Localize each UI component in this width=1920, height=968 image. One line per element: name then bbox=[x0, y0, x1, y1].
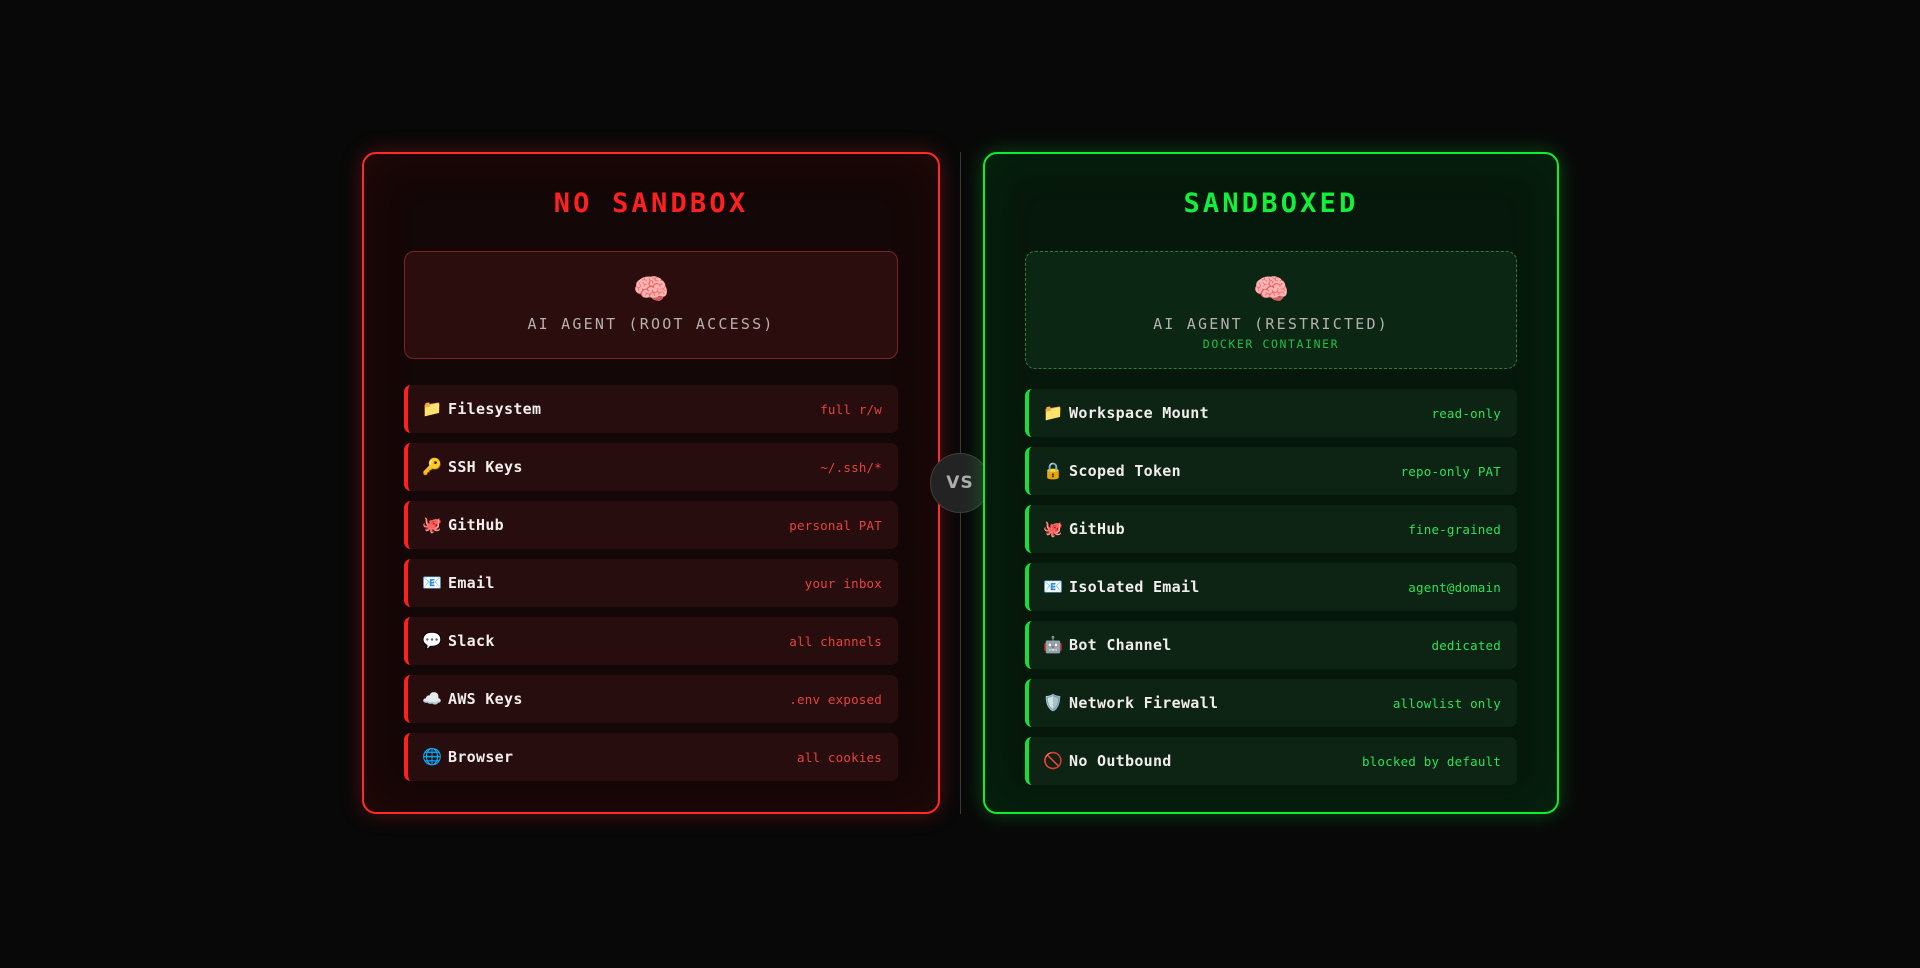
panel-no-sandbox: NO SANDBOX 🧠 AI AGENT (ROOT ACCESS) 📁 Fi… bbox=[362, 152, 940, 814]
list-item[interactable]: 📁 Filesystem full r/w bbox=[404, 385, 898, 433]
list-item-label: GitHub bbox=[1069, 520, 1125, 538]
agent-sublabel-docker-container: DOCKER CONTAINER bbox=[1202, 337, 1340, 351]
list-item-label: Filesystem bbox=[448, 400, 542, 418]
capability-list-sandboxed: 📁 Workspace Mount read-only 🔒 Scoped Tok… bbox=[1025, 389, 1517, 785]
list-item-value: blocked by default bbox=[1361, 753, 1501, 769]
list-item-label: Scoped Token bbox=[1069, 462, 1181, 480]
list-item-label: SSH Keys bbox=[448, 458, 523, 476]
list-item-label: AWS Keys bbox=[448, 690, 523, 708]
globe-icon: 🌐 bbox=[422, 747, 442, 766]
list-item-value: repo-only PAT bbox=[1400, 463, 1501, 479]
list-item[interactable]: 🔑 SSH Keys ~/.ssh/* bbox=[404, 443, 898, 491]
robot-icon: 🤖 bbox=[1043, 635, 1063, 654]
list-item[interactable]: ☁️ AWS Keys .env exposed bbox=[404, 675, 898, 723]
octopus-icon: 🐙 bbox=[1043, 519, 1063, 538]
email-icon: 📧 bbox=[1043, 577, 1063, 596]
list-item[interactable]: 📧 Email your inbox bbox=[404, 559, 898, 607]
list-item-value: all channels bbox=[789, 633, 882, 649]
agent-box-sandboxed: 🧠 AI AGENT (RESTRICTED) DOCKER CONTAINER bbox=[1025, 251, 1517, 369]
list-item-value: all cookies bbox=[797, 749, 882, 765]
list-item[interactable]: 🤖 Bot Channel dedicated bbox=[1025, 621, 1517, 669]
speech-balloon-icon: 💬 bbox=[422, 631, 442, 650]
list-item-label: Network Firewall bbox=[1069, 694, 1219, 712]
panel-title-sandboxed: SANDBOXED bbox=[1183, 188, 1359, 219]
email-icon: 📧 bbox=[422, 573, 442, 592]
list-item-value: personal PAT bbox=[789, 517, 882, 533]
folder-icon: 📁 bbox=[1043, 403, 1063, 422]
list-item[interactable]: 📧 Isolated Email agent@domain bbox=[1025, 563, 1517, 611]
panel-sandboxed: SANDBOXED 🧠 AI AGENT (RESTRICTED) DOCKER… bbox=[983, 152, 1559, 814]
list-item[interactable]: 🚫 No Outbound blocked by default bbox=[1025, 737, 1517, 785]
list-item-label: Bot Channel bbox=[1069, 636, 1172, 654]
agent-label-no-sandbox: AI AGENT (ROOT ACCESS) bbox=[527, 315, 775, 333]
list-item-label: No Outbound bbox=[1069, 752, 1172, 770]
list-item-label: Workspace Mount bbox=[1069, 404, 1209, 422]
list-item[interactable]: 🐙 GitHub personal PAT bbox=[404, 501, 898, 549]
list-item-value: .env exposed bbox=[789, 691, 882, 707]
list-item-value: agent@domain bbox=[1408, 579, 1501, 595]
agent-label-sandboxed: AI AGENT (RESTRICTED) bbox=[1153, 315, 1389, 333]
list-item-value: dedicated bbox=[1431, 637, 1501, 653]
brain-emoji: 🧠 bbox=[1252, 272, 1290, 306]
list-item[interactable]: 🛡️ Network Firewall allowlist only bbox=[1025, 679, 1517, 727]
list-item[interactable]: 📁 Workspace Mount read-only bbox=[1025, 389, 1517, 437]
cloud-icon: ☁️ bbox=[422, 689, 442, 708]
list-item-label: Email bbox=[448, 574, 495, 592]
shield-icon: 🛡️ bbox=[1043, 693, 1063, 712]
list-item-value: allowlist only bbox=[1392, 695, 1501, 711]
list-item-value: full r/w bbox=[820, 401, 882, 417]
list-item[interactable]: 🔒 Scoped Token repo-only PAT bbox=[1025, 447, 1517, 495]
capability-list-no-sandbox: 📁 Filesystem full r/w 🔑 SSH Keys ~/.ssh/… bbox=[404, 385, 898, 781]
list-item[interactable]: 🐙 GitHub fine-grained bbox=[1025, 505, 1517, 553]
folder-icon: 📁 bbox=[422, 399, 442, 418]
panel-title-no-sandbox: NO SANDBOX bbox=[553, 188, 749, 219]
vs-badge: VS bbox=[930, 453, 990, 513]
list-item-label: GitHub bbox=[448, 516, 504, 534]
list-item-value: read-only bbox=[1431, 405, 1501, 421]
list-item[interactable]: 💬 Slack all channels bbox=[404, 617, 898, 665]
list-item-label: Browser bbox=[448, 748, 514, 766]
octopus-icon: 🐙 bbox=[422, 515, 442, 534]
list-item[interactable]: 🌐 Browser all cookies bbox=[404, 733, 898, 781]
list-item-label: Slack bbox=[448, 632, 495, 650]
list-item-value: your inbox bbox=[804, 575, 882, 591]
list-item-label: Isolated Email bbox=[1069, 578, 1200, 596]
brain-emoji: 🧠 bbox=[632, 272, 670, 306]
prohibited-icon: 🚫 bbox=[1043, 751, 1063, 770]
list-item-value: fine-grained bbox=[1408, 521, 1501, 537]
agent-box-no-sandbox: 🧠 AI AGENT (ROOT ACCESS) bbox=[404, 251, 898, 359]
list-item-value: ~/.ssh/* bbox=[820, 459, 882, 475]
key-icon: 🔑 bbox=[422, 457, 442, 476]
lock-icon: 🔒 bbox=[1043, 461, 1063, 480]
